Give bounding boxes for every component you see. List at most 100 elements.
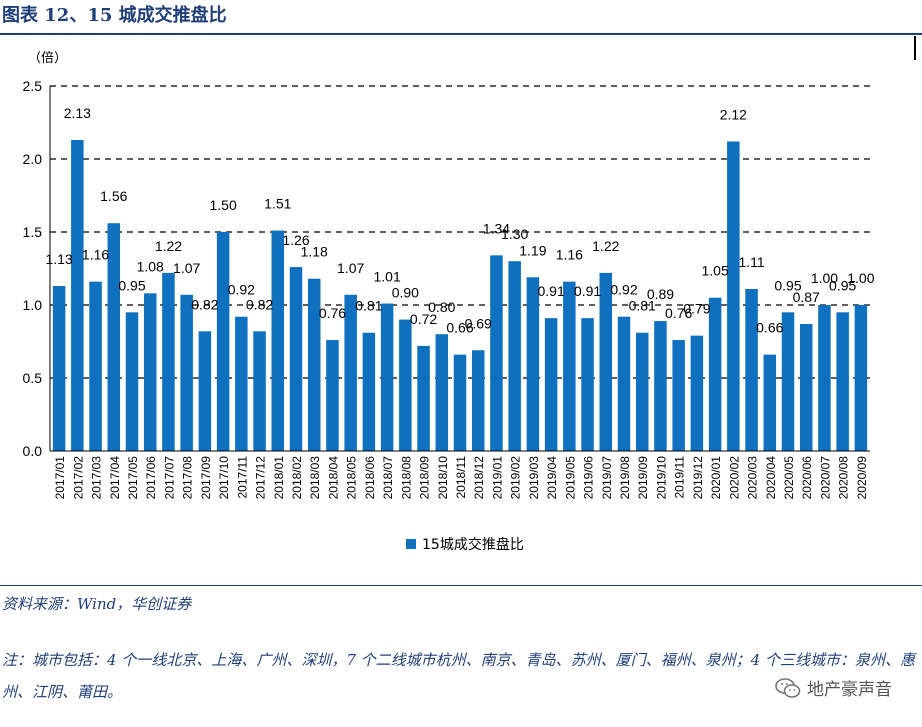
data-label: 1.08 [137, 258, 164, 274]
data-label: 0.87 [793, 289, 820, 305]
data-label: 0.80 [428, 299, 455, 315]
data-label: 1.22 [592, 238, 619, 254]
bar [453, 354, 467, 451]
x-tick-label: 2018/05 [345, 456, 359, 500]
data-label: 0.79 [683, 301, 710, 317]
x-tick-label: 2019/07 [600, 456, 614, 500]
watermark-text: 地产豪声音 [807, 680, 892, 700]
x-tick-label: 2019/04 [545, 456, 559, 500]
data-label: 0.69 [465, 315, 492, 331]
x-tick-label: 2019/09 [636, 456, 650, 500]
bar [581, 318, 594, 451]
bar [180, 294, 193, 451]
y-tick-label: 1.0 [23, 297, 43, 313]
data-label: 1.56 [100, 188, 127, 204]
wechat-icon [775, 677, 801, 698]
x-tick-label: 2018/10 [436, 456, 450, 500]
x-tick-label: 2017/02 [71, 456, 85, 500]
title-divider [0, 33, 922, 35]
x-tick-label: 2019/01 [490, 456, 504, 500]
x-tick-label: 2018/03 [308, 456, 322, 500]
data-label: 1.05 [701, 263, 728, 279]
data-label: 0.81 [355, 298, 382, 314]
bar [471, 350, 485, 451]
bar [763, 354, 777, 451]
x-tick-label: 2017/04 [108, 456, 122, 500]
x-tick-label: 2018/06 [363, 456, 377, 500]
bar [526, 277, 540, 451]
bar [708, 297, 722, 451]
x-tick-label: 2018/12 [472, 456, 486, 500]
data-label: 2.12 [720, 106, 747, 122]
data-labels: 1.13 2.13 1.16 1.56 0.95 1.08 1.22 1.07 0.82 1.50… [45, 105, 874, 336]
y-ticks: 0.0 0.5 1.0 1.5 2.0 2.5 [23, 78, 43, 459]
x-tick-label: 2018/01 [272, 456, 286, 500]
bar [235, 316, 248, 451]
bar [672, 340, 685, 451]
bar [599, 272, 613, 451]
x-tick-label: 2018/08 [399, 456, 413, 500]
data-label: 0.95 [774, 277, 801, 293]
y-tick-label: 2.5 [23, 78, 43, 94]
bar [490, 255, 503, 451]
x-tick-label: 2017/05 [126, 456, 140, 500]
data-label: 1.16 [82, 247, 109, 263]
bar [854, 305, 868, 451]
bar [326, 340, 339, 451]
bar [727, 141, 740, 451]
data-label: 0.76 [319, 305, 346, 321]
x-tick-label: 2019/11 [673, 456, 687, 499]
data-label: 1.00 [811, 270, 838, 286]
bar [690, 335, 704, 451]
data-label: 1.07 [173, 260, 200, 276]
data-label: 0.92 [228, 282, 255, 298]
bar-chart: （倍） 0.00.51.01.52.02.5 2017/01 2017/02 201… [23, 51, 875, 553]
bar [344, 294, 357, 451]
bar [380, 303, 394, 451]
bar [107, 223, 121, 451]
data-label: 0.91 [537, 283, 564, 299]
x-tick-label: 2019/03 [527, 456, 541, 500]
bar [216, 232, 230, 451]
data-label: 0.92 [610, 282, 637, 298]
data-label: 0.90 [392, 285, 419, 301]
x-tick-label: 2017/10 [217, 456, 231, 500]
y-tick-label: 2.0 [23, 151, 43, 167]
data-label: 1.18 [301, 244, 328, 260]
bar [271, 230, 285, 451]
data-label: 0.81 [629, 298, 656, 314]
x-tick-label: 2019/05 [563, 456, 577, 500]
data-label: 1.50 [209, 197, 236, 213]
bar [799, 323, 813, 451]
watermark: 地产豪声音 [775, 675, 892, 700]
data-label: 1.16 [556, 247, 583, 263]
x-tick-label: 2018/04 [326, 456, 340, 500]
bar [417, 345, 430, 451]
x-tick-label: 2019/12 [691, 456, 705, 500]
legend-swatch [406, 539, 416, 549]
x-tick-label: 2017/11 [235, 456, 249, 499]
data-label: 0.66 [756, 320, 783, 336]
bar [71, 140, 84, 451]
city-note: 注：城市包括：4 个一线北京、上海、广州、深圳，7 个二线城市杭州、南京、青岛、… [2, 651, 915, 701]
data-label: 1.01 [373, 269, 400, 285]
x-tick-label: 2019/02 [509, 456, 523, 500]
x-ticks: 2017/01 2017/02 2017/03 2017/04 2017/05 2017/… [53, 456, 869, 500]
data-label: 1.13 [45, 251, 72, 267]
x-tick-label: 2018/09 [418, 456, 432, 500]
x-tick-label: 2017/01 [53, 456, 67, 500]
x-tick-label: 2020/01 [709, 456, 723, 500]
bar [654, 321, 667, 451]
bar [563, 281, 576, 451]
bar [362, 332, 376, 451]
data-label: 0.82 [246, 296, 273, 312]
data-label: 1.00 [847, 270, 874, 286]
footer-divider [0, 585, 922, 586]
x-tick-label: 2018/11 [454, 456, 468, 499]
bar [635, 332, 649, 451]
x-tick-label: 2020/04 [764, 456, 778, 500]
source-note: 资料来源：Wind，华创证券 [2, 595, 192, 613]
x-tick-label: 2020/06 [800, 456, 814, 500]
bar [781, 312, 795, 451]
data-label: 1.11 [738, 254, 764, 270]
